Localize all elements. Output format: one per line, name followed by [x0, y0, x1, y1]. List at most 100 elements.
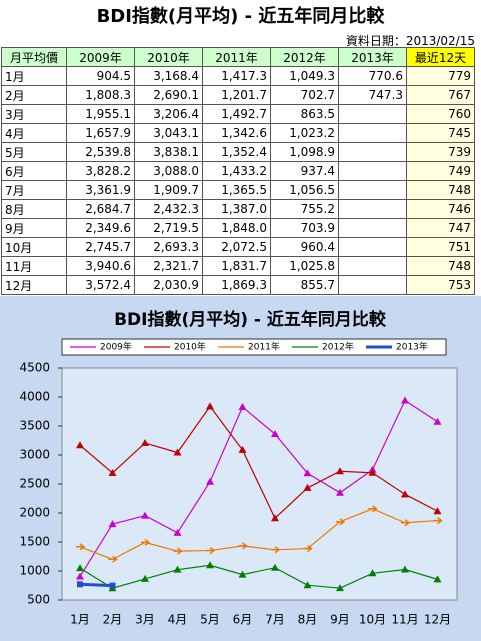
legend-label: 2013年: [396, 341, 428, 353]
table-cell: 5月: [1, 142, 67, 162]
table-row: 12月 3,572.4 2,030.9 1,869.3 855.7 753: [1, 275, 475, 295]
table-cell: 745: [406, 123, 475, 143]
plot-area: [61, 367, 458, 601]
table-cell: 904.5: [66, 66, 135, 86]
marker: [303, 483, 312, 491]
y-tick-label: 2500: [19, 477, 50, 491]
data-table: 月平均價 2009年 2010年 2011年 2012年 2013年 最近12天 1月 904.…: [1, 47, 475, 295]
table-cell: 1,417.3: [202, 66, 271, 86]
table-cell: 779: [406, 66, 475, 86]
table-cell: 3月: [1, 104, 67, 124]
marker: [173, 528, 182, 536]
table-cell: 3,940.6: [66, 256, 135, 276]
table-row: 1月 904.5 3,168.4 1,417.3 1,049.3 770.6 779: [1, 66, 475, 86]
table-cell: 2,719.5: [134, 218, 203, 238]
header-cell: 月平均價: [1, 47, 67, 67]
table-cell: 937.4: [270, 161, 339, 181]
table-cell: 1,869.3: [202, 275, 271, 295]
table-cell: 3,206.4: [134, 104, 203, 124]
table-cell: 2,321.7: [134, 256, 203, 276]
marker: [238, 445, 247, 453]
series-line: [79, 564, 438, 589]
header-row: 月平均價 2009年 2010年 2011年 2012年 2013年 最近12天: [1, 47, 475, 67]
table-cell: 1,831.7: [202, 256, 271, 276]
table-cell: 1,909.7: [134, 180, 203, 200]
table-cell: 767: [406, 85, 475, 105]
y-tick-label: 2000: [19, 506, 50, 520]
table-cell: 2,693.3: [134, 237, 203, 257]
table-cell: [338, 275, 407, 295]
x-tick-label: 1月: [70, 613, 90, 627]
series-line: [79, 399, 438, 577]
table-cell: 749: [406, 161, 475, 181]
x-tick-label: 5月: [200, 613, 220, 627]
header-cell: 2011年: [202, 47, 271, 67]
table-cell: 3,168.4: [134, 66, 203, 86]
table-row: 5月 2,539.8 3,838.1 1,352.4 1,098.9 739: [1, 142, 475, 162]
legend-label: 2012年: [322, 341, 354, 353]
table-cell: 2,684.7: [66, 199, 135, 219]
table-cell: 1,201.7: [202, 85, 271, 105]
x-tick-label: 9月: [330, 613, 350, 627]
marker: [141, 439, 149, 447]
table-row: 6月 3,828.2 3,088.0 1,433.2 937.4 749: [1, 161, 475, 181]
marker: [206, 477, 214, 485]
table-cell: 7月: [1, 180, 67, 200]
series-line: [79, 582, 113, 588]
table-row: 7月 3,361.9 1,909.7 1,365.5 1,056.5 748: [1, 180, 475, 200]
page-title: BDI指數(月平均) - 近五年同月比較: [96, 6, 385, 27]
table-cell: 746: [406, 199, 475, 219]
table-cell: 1,025.8: [270, 256, 339, 276]
table-cell: 6月: [1, 161, 67, 181]
y-tick-label: 1000: [19, 564, 50, 578]
table-cell: 1,808.3: [66, 85, 135, 105]
marker: [206, 402, 214, 410]
table-cell: 755.2: [270, 199, 339, 219]
legend-box: [61, 338, 447, 356]
marker: [109, 582, 116, 589]
table-row: 8月 2,684.7 2,432.3 1,387.0 755.2 746: [1, 199, 475, 219]
table-cell: [338, 123, 407, 143]
marker: [173, 448, 182, 456]
table-cell: [338, 142, 407, 162]
marker: [108, 468, 117, 476]
marker: [206, 561, 214, 569]
x-tick-label: 7月: [265, 613, 285, 627]
legend-label: 2009年: [100, 341, 132, 353]
marker: [401, 396, 409, 404]
table-cell: 748: [406, 180, 475, 200]
marker: [401, 565, 409, 573]
table-row: 11月 3,940.6 2,321.7 1,831.7 1,025.8 748: [1, 256, 475, 276]
x-tick-label: 3月: [135, 613, 155, 627]
marker: [271, 430, 279, 438]
marker: [368, 505, 378, 513]
marker: [76, 441, 84, 449]
table-cell: [338, 218, 407, 238]
table-cell: 2,349.6: [66, 218, 135, 238]
table-cell: 2月: [1, 85, 67, 105]
table-cell: 1,342.6: [202, 123, 271, 143]
table-cell: 748: [406, 256, 475, 276]
y-tick-label: 3500: [19, 419, 50, 433]
marker: [433, 575, 442, 583]
marker: [303, 544, 313, 553]
table-cell: [338, 161, 407, 181]
table-cell: 12月: [1, 275, 67, 295]
marker: [173, 565, 182, 573]
header-cell: 2013年: [338, 47, 407, 67]
x-tick-label: 4月: [168, 613, 188, 627]
x-tick-label: 2月: [103, 613, 123, 627]
table-cell: 1,492.7: [202, 104, 271, 124]
marker: [108, 520, 117, 528]
table-cell: [338, 237, 407, 257]
table-cell: 760: [406, 104, 475, 124]
table-cell: 3,838.1: [134, 142, 203, 162]
table-cell: [338, 104, 407, 124]
marker: [303, 469, 312, 477]
table-cell: 11月: [1, 256, 67, 276]
table-cell: 770.6: [338, 66, 407, 86]
table-cell: 1,848.0: [202, 218, 271, 238]
marker: [336, 467, 344, 475]
table-row: 3月 1,955.1 3,206.4 1,492.7 863.5 760: [1, 104, 475, 124]
